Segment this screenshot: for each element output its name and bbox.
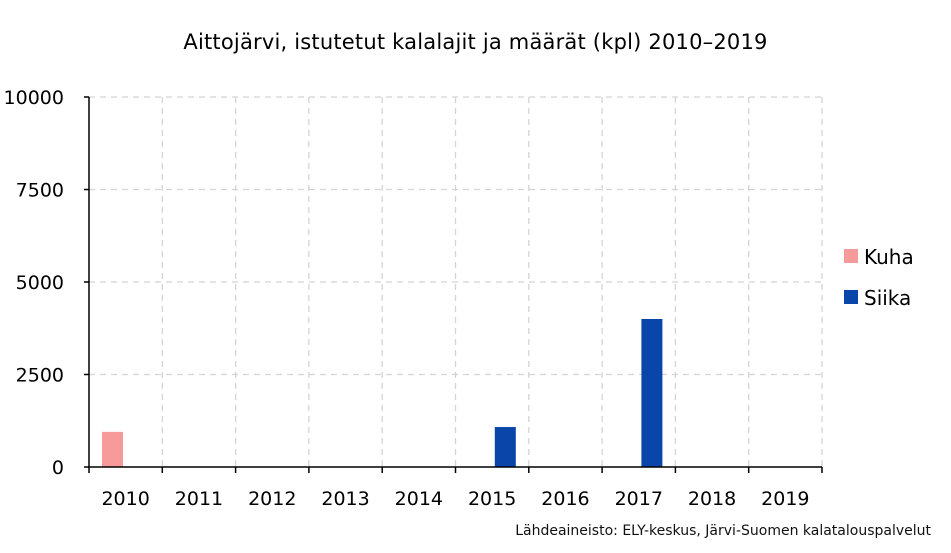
legend: Kuha Siika: [844, 245, 914, 310]
y-tick-labels: 0 2500 5000 7500 10000: [4, 87, 89, 479]
source-note: Lähdeaineisto: ELY-keskus, Järvi-Suomen …: [515, 523, 931, 539]
x-tick-label: 2014: [395, 488, 443, 510]
x-tick-labels: 2010 2011 2012 2013 2014 2015 2016 2017 2018 2019: [88, 467, 823, 510]
x-tick-label: 2011: [175, 488, 223, 510]
legend-swatch-siika: [844, 290, 858, 304]
x-tick-label: 2018: [688, 488, 736, 510]
y-tick-label: 5000: [16, 272, 64, 294]
x-tick-label: 2010: [101, 488, 149, 510]
bars: [102, 319, 663, 467]
x-tick-label: 2016: [541, 488, 589, 510]
y-tick-label: 7500: [16, 180, 64, 202]
legend-label-siika: Siika: [864, 286, 911, 310]
x-tick-label: 2012: [248, 488, 296, 510]
legend-label-kuha: Kuha: [864, 245, 914, 269]
x-tick-label: 2015: [468, 488, 516, 510]
x-tick-label: 2013: [321, 488, 369, 510]
chart-title: Aittojärvi, istutetut kalalajit ja määrä…: [183, 30, 768, 54]
legend-swatch-kuha: [844, 249, 858, 263]
y-tick-label: 0: [52, 457, 64, 479]
gridlines: [89, 96, 823, 467]
y-tick-label: 10000: [4, 87, 64, 109]
y-tick-label: 2500: [16, 365, 64, 387]
bar-siika-2017: [641, 319, 663, 467]
x-tick-label: 2017: [615, 488, 663, 510]
x-tick-label: 2019: [761, 488, 809, 510]
bar-siika-2015: [494, 427, 516, 467]
bar-kuha-2010: [102, 431, 123, 467]
